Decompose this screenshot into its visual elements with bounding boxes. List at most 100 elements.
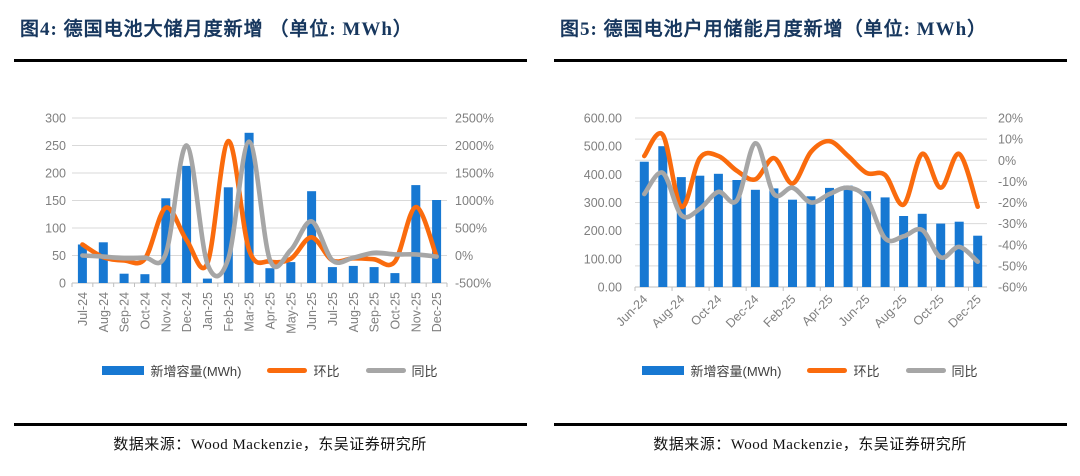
svg-text:Aug-25: Aug-25 (347, 292, 361, 332)
svg-text:Apr-25: Apr-25 (799, 292, 835, 328)
legend-item-capacity: 新增容量(MWh) (642, 361, 781, 380)
svg-text:Jun-25: Jun-25 (836, 292, 873, 329)
figure5-legend: 新增容量(MWh) 环比 同比 (540, 361, 1080, 380)
svg-text:600.00: 600.00 (584, 112, 622, 126)
svg-text:Oct-24: Oct-24 (688, 292, 724, 328)
svg-text:1500%: 1500% (455, 167, 494, 181)
legend-item-yoy: 同比 (905, 361, 978, 380)
svg-text:Jan-25: Jan-25 (201, 292, 215, 330)
svg-text:Mar-25: Mar-25 (243, 292, 257, 332)
yoy-line (80, 139, 439, 279)
left-axis-labels: 600.00 500.00 400.00 300.00 200.00 100.00 0.00 (584, 112, 622, 295)
svg-text:100: 100 (45, 222, 66, 236)
capacity-bars (639, 146, 983, 287)
svg-text:-10%: -10% (998, 175, 1027, 189)
svg-text:Aug-24: Aug-24 (97, 292, 111, 332)
figure5-chart-canvas: 20% 10% 0% -10% -20% -30% -40% -50% -60% 600.00 50… (584, 112, 1027, 331)
svg-text:10%: 10% (998, 133, 1023, 147)
svg-text:300.00: 300.00 (584, 196, 622, 210)
right-axis-labels: 2500% 2000% 1500% 1000% 500% 0% -500% (455, 112, 494, 291)
left-axis-labels: 300 250 200 150 100 50 0 (45, 112, 66, 291)
figure4-chart-canvas: 2500% 2000% 1500% 1000% 500% 0% -500% 300 250 200… (45, 112, 494, 334)
legend-label-yoy: 同比 (411, 364, 438, 379)
svg-text:-20%: -20% (998, 196, 1027, 210)
svg-text:Jun-25: Jun-25 (305, 292, 319, 330)
legend-label-capacity: 新增容量(MWh) (150, 364, 242, 379)
svg-text:20%: 20% (998, 112, 1023, 126)
svg-text:Aug-25: Aug-25 (871, 292, 909, 330)
legend-label-capacity: 新增容量(MWh) (690, 364, 782, 379)
svg-text:Aug-24: Aug-24 (649, 292, 687, 330)
svg-text:Jun-24: Jun-24 (613, 292, 650, 329)
svg-text:500%: 500% (455, 222, 487, 236)
capacity-bar-swatch (642, 366, 685, 375)
svg-text:Apr-25: Apr-25 (263, 292, 277, 330)
mom-line (641, 130, 980, 210)
svg-text:Oct-25: Oct-25 (388, 292, 402, 330)
svg-text:-500%: -500% (455, 277, 491, 291)
capacity-bar-swatch (102, 366, 145, 375)
legend-label-mom: 环比 (313, 364, 340, 379)
svg-text:0%: 0% (998, 154, 1016, 168)
svg-text:0.00: 0.00 (598, 281, 622, 295)
svg-text:100.00: 100.00 (584, 252, 622, 266)
svg-text:May-25: May-25 (284, 292, 298, 334)
legend-item-yoy: 同比 (365, 361, 438, 380)
svg-text:200: 200 (45, 167, 66, 181)
figure4-panel: 图4: 德国电池大储月度新增 （单位: MWh） 250 0% 2000% 1500%… (14, 19, 527, 453)
figure5-title-rule (554, 59, 1067, 62)
figure4-footer-rule (14, 423, 527, 426)
svg-text:Jul-24: Jul-24 (76, 292, 90, 326)
svg-text:Dec-24: Dec-24 (723, 292, 761, 330)
svg-text:200.00: 200.00 (584, 224, 622, 238)
mom-line-swatch (267, 368, 308, 373)
x-axis (634, 286, 987, 291)
legend-item-mom: 环比 (267, 361, 340, 380)
svg-text:-40%: -40% (998, 238, 1027, 252)
legend-label-yoy: 同比 (951, 364, 978, 379)
svg-text:-50%: -50% (998, 259, 1027, 273)
x-axis-labels: Jul-24 Aug-24 Sep-24 Oct-24 Nov-24 Dec-24 Jan-… (76, 292, 444, 334)
right-axis-labels: 20% 10% 0% -10% -20% -30% -40% -50% -60% (998, 112, 1027, 295)
svg-text:Oct-24: Oct-24 (138, 292, 152, 330)
yoy-line (641, 140, 980, 264)
svg-text:Dec-24: Dec-24 (180, 292, 194, 332)
figure4-title-rule (14, 59, 527, 62)
figure5-source: 数据来源：Wood Mackenzie，东吴证券研究所 (653, 437, 967, 453)
svg-text:300: 300 (45, 112, 66, 126)
svg-text:Jul-25: Jul-25 (326, 292, 340, 326)
svg-text:Sep-25: Sep-25 (368, 292, 382, 332)
svg-text:250: 250 (45, 139, 66, 153)
svg-text:Oct-25: Oct-25 (910, 292, 946, 328)
svg-text:0%: 0% (455, 249, 473, 263)
gridlines (72, 117, 447, 256)
figure4-source: 数据来源：Wood Mackenzie，东吴证券研究所 (113, 437, 427, 453)
figure4-title: 图4: 德国电池大储月度新增 （单位: MWh） (20, 19, 413, 40)
yoy-line-swatch (365, 368, 406, 373)
figure5-panel: 图5: 德国电池户用储能月度新增（单位: MWh） 20% 10% 0% -10% -2… (540, 0, 1080, 476)
svg-text:Feb-25: Feb-25 (222, 292, 236, 332)
svg-text:400.00: 400.00 (584, 168, 622, 182)
legend-item-capacity: 新增容量(MWh) (102, 361, 241, 380)
svg-text:-30%: -30% (998, 217, 1027, 231)
svg-text:Nov-24: Nov-24 (159, 292, 173, 332)
legend-item-mom: 环比 (807, 361, 880, 380)
svg-text:150: 150 (45, 194, 66, 208)
figure5-footer-rule (554, 423, 1067, 426)
svg-text:Sep-24: Sep-24 (118, 292, 132, 332)
yoy-line-swatch (905, 368, 946, 373)
svg-text:0: 0 (59, 277, 66, 291)
svg-text:-60%: -60% (998, 281, 1027, 295)
svg-text:Feb-25: Feb-25 (761, 292, 799, 330)
svg-text:50: 50 (52, 249, 66, 263)
svg-text:Nov-25: Nov-25 (409, 292, 423, 332)
svg-text:500.00: 500.00 (584, 140, 622, 154)
mom-line-swatch (807, 368, 848, 373)
legend-label-mom: 环比 (853, 364, 880, 379)
x-axis (71, 282, 448, 287)
svg-text:2000%: 2000% (455, 139, 494, 153)
svg-text:Dec-25: Dec-25 (430, 292, 444, 332)
capacity-bars (77, 132, 442, 283)
svg-text:1000%: 1000% (455, 194, 494, 208)
